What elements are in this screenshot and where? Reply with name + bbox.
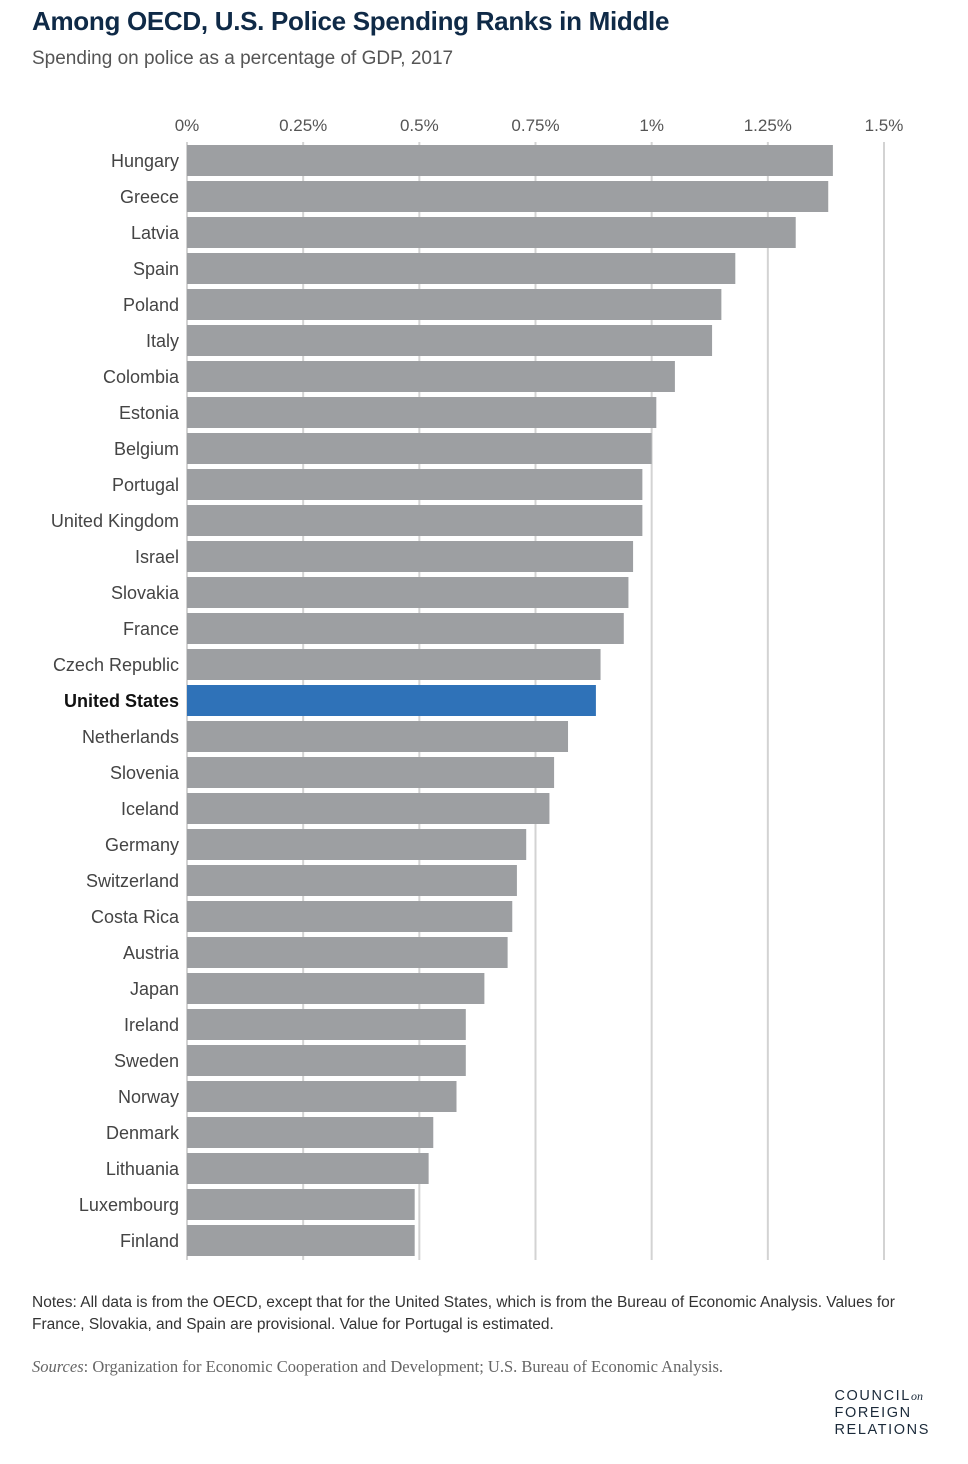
category-label: France — [123, 619, 179, 639]
bar-iceland — [187, 793, 550, 824]
category-label: Netherlands — [82, 727, 179, 747]
bar-greece — [187, 181, 829, 212]
category-label: Lithuania — [106, 1159, 180, 1179]
bar-colombia — [187, 361, 675, 392]
bar-chart: 0% 0.25% 0.5% 0.75% 1% 1.25% 1.5% Hungary Greece… — [51, 116, 904, 1260]
bar-poland — [187, 289, 722, 320]
bar-denmark — [187, 1117, 434, 1148]
bar-japan — [187, 973, 485, 1004]
category-label: Portugal — [112, 475, 179, 495]
bar-israel — [187, 541, 634, 572]
logo-line2: FOREIGN — [834, 1405, 912, 1421]
category-label: Poland — [123, 295, 179, 315]
bar-united-kingdom — [187, 505, 643, 536]
bar-czech-republic — [187, 649, 601, 680]
logo-on: on — [910, 1389, 923, 1403]
category-label: Colombia — [103, 367, 180, 387]
category-label: Greece — [120, 187, 179, 207]
category-label: United States — [64, 691, 179, 711]
bar-hungary — [187, 145, 833, 176]
sources-label: Sources — [32, 1357, 84, 1376]
bar-germany — [187, 829, 527, 860]
category-label: Estonia — [119, 403, 180, 423]
category-label: Sweden — [114, 1051, 179, 1071]
chart-title: Among OECD, U.S. Police Spending Ranks i… — [32, 6, 670, 36]
bar-luxembourg — [187, 1189, 415, 1220]
category-label: United Kingdom — [51, 511, 179, 531]
category-label: Germany — [105, 835, 179, 855]
bar-portugal — [187, 469, 643, 500]
bar-united-states — [187, 685, 596, 716]
cfr-logo: COUNCILon FOREIGN RELATIONS — [834, 1388, 930, 1439]
chart-sources: Sources: Organization for Economic Coope… — [32, 1357, 942, 1377]
bar-finland — [187, 1225, 415, 1256]
x-tick-label: 0% — [175, 116, 200, 135]
x-tick-label: 1% — [639, 116, 664, 135]
category-label: Czech Republic — [53, 655, 179, 675]
category-label: Norway — [118, 1087, 179, 1107]
category-label: Italy — [146, 331, 179, 351]
category-label: Hungary — [111, 151, 179, 171]
logo-line3: RELATIONS — [834, 1422, 930, 1438]
bar-switzerland — [187, 865, 517, 896]
bar-italy — [187, 325, 713, 356]
bar-netherlands — [187, 721, 569, 752]
category-label: Denmark — [106, 1123, 180, 1143]
bar-lithuania — [187, 1153, 429, 1184]
category-label: Latvia — [131, 223, 180, 243]
bar-france — [187, 613, 624, 644]
chart-notes: Notes: All data is from the OECD, except… — [32, 1294, 895, 1333]
bar-ireland — [187, 1009, 466, 1040]
bar-slovenia — [187, 757, 555, 788]
bar-spain — [187, 253, 736, 284]
logo-line1: COUNCIL — [834, 1388, 911, 1404]
category-label: Finland — [120, 1231, 179, 1251]
bar-belgium — [187, 433, 652, 464]
category-label: Japan — [130, 979, 179, 999]
category-label: Spain — [133, 259, 179, 279]
category-label: Iceland — [121, 799, 179, 819]
category-label: Belgium — [114, 439, 179, 459]
bar-norway — [187, 1081, 457, 1112]
category-label: Israel — [135, 547, 179, 567]
x-tick-label: 1.5% — [865, 116, 904, 135]
bar-slovakia — [187, 577, 629, 608]
bar-estonia — [187, 397, 657, 428]
bar-sweden — [187, 1045, 466, 1076]
category-label: Costa Rica — [91, 907, 180, 927]
bar-costa-rica — [187, 901, 513, 932]
x-tick-label: 1.25% — [744, 116, 792, 135]
category-label: Austria — [123, 943, 180, 963]
x-tick-label: 0.5% — [400, 116, 439, 135]
bar-latvia — [187, 217, 796, 248]
category-label: Ireland — [124, 1015, 179, 1035]
chart-subtitle: Spending on police as a percentage of GD… — [32, 48, 454, 69]
category-label: Luxembourg — [79, 1195, 179, 1215]
category-label: Switzerland — [86, 871, 179, 891]
sources-text: : Organization for Economic Cooperation … — [83, 1357, 724, 1376]
category-label: Slovenia — [110, 763, 180, 783]
category-label: Slovakia — [111, 583, 180, 603]
x-tick-label: 0.75% — [511, 116, 559, 135]
x-tick-label: 0.25% — [279, 116, 327, 135]
bar-austria — [187, 937, 508, 968]
